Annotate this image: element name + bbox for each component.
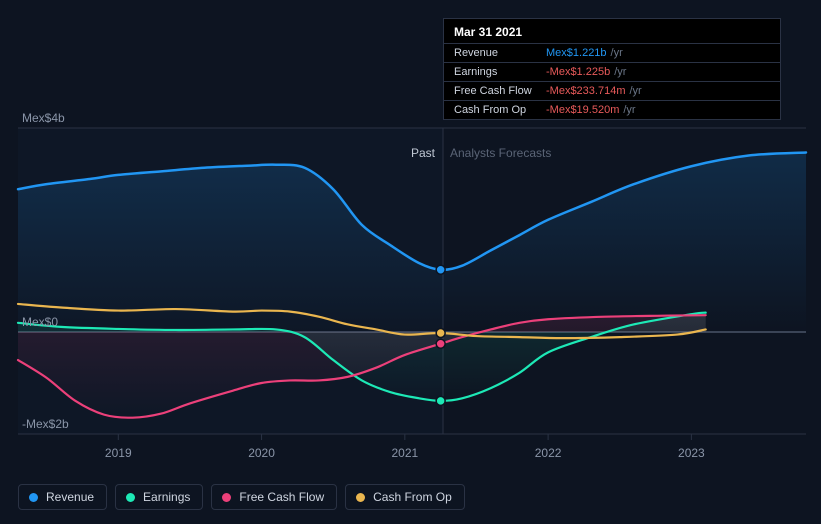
legend-item-earnings[interactable]: Earnings xyxy=(115,484,203,510)
tooltip-unit: /yr xyxy=(614,66,626,78)
legend-item-fcf[interactable]: Free Cash Flow xyxy=(211,484,337,510)
tooltip-series-value: -Mex$233.714m xyxy=(546,85,626,97)
tooltip-date: Mar 31 2021 xyxy=(444,19,780,44)
x-axis-label: 2020 xyxy=(248,446,275,460)
legend-swatch-icon xyxy=(356,493,365,502)
tooltip-series-label: Cash From Op xyxy=(454,104,546,116)
legend-swatch-icon xyxy=(126,493,135,502)
tooltip-row: Cash From Op-Mex$19.520m/yr xyxy=(444,101,780,119)
tooltip-series-label: Free Cash Flow xyxy=(454,85,546,97)
past-region-label: Past xyxy=(411,146,435,160)
x-axis-label: 2022 xyxy=(535,446,562,460)
tooltip-series-value: Mex$1.221b xyxy=(546,47,607,59)
legend-label: Cash From Op xyxy=(373,490,452,504)
x-axis-label: 2019 xyxy=(105,446,132,460)
x-axis-label: 2021 xyxy=(391,446,418,460)
y-axis-label: -Mex$2b xyxy=(22,417,69,431)
y-axis-label: Mex$4b xyxy=(22,111,65,125)
legend-swatch-icon xyxy=(222,493,231,502)
y-axis-label: Mex$0 xyxy=(22,315,58,329)
tooltip-series-value: -Mex$19.520m xyxy=(546,104,619,116)
chart-legend: Revenue Earnings Free Cash Flow Cash From O… xyxy=(18,484,465,510)
forecast-region-label: Analysts Forecasts xyxy=(450,146,551,160)
tooltip-row: RevenueMex$1.221b/yr xyxy=(444,44,780,63)
legend-label: Free Cash Flow xyxy=(239,490,324,504)
legend-swatch-icon xyxy=(29,493,38,502)
tooltip-series-label: Revenue xyxy=(454,47,546,59)
x-axis-label: 2023 xyxy=(678,446,705,460)
legend-item-revenue[interactable]: Revenue xyxy=(18,484,107,510)
tooltip-series-label: Earnings xyxy=(454,66,546,78)
tooltip-unit: /yr xyxy=(630,85,642,97)
tooltip-unit: /yr xyxy=(623,104,635,116)
tooltip-row: Free Cash Flow-Mex$233.714m/yr xyxy=(444,82,780,101)
chart-tooltip: Mar 31 2021 RevenueMex$1.221b/yrEarnings… xyxy=(443,18,781,120)
tooltip-series-value: -Mex$1.225b xyxy=(546,66,610,78)
legend-label: Revenue xyxy=(46,490,94,504)
legend-label: Earnings xyxy=(143,490,190,504)
legend-item-cfo[interactable]: Cash From Op xyxy=(345,484,465,510)
tooltip-unit: /yr xyxy=(611,47,623,59)
tooltip-row: Earnings-Mex$1.225b/yr xyxy=(444,63,780,82)
